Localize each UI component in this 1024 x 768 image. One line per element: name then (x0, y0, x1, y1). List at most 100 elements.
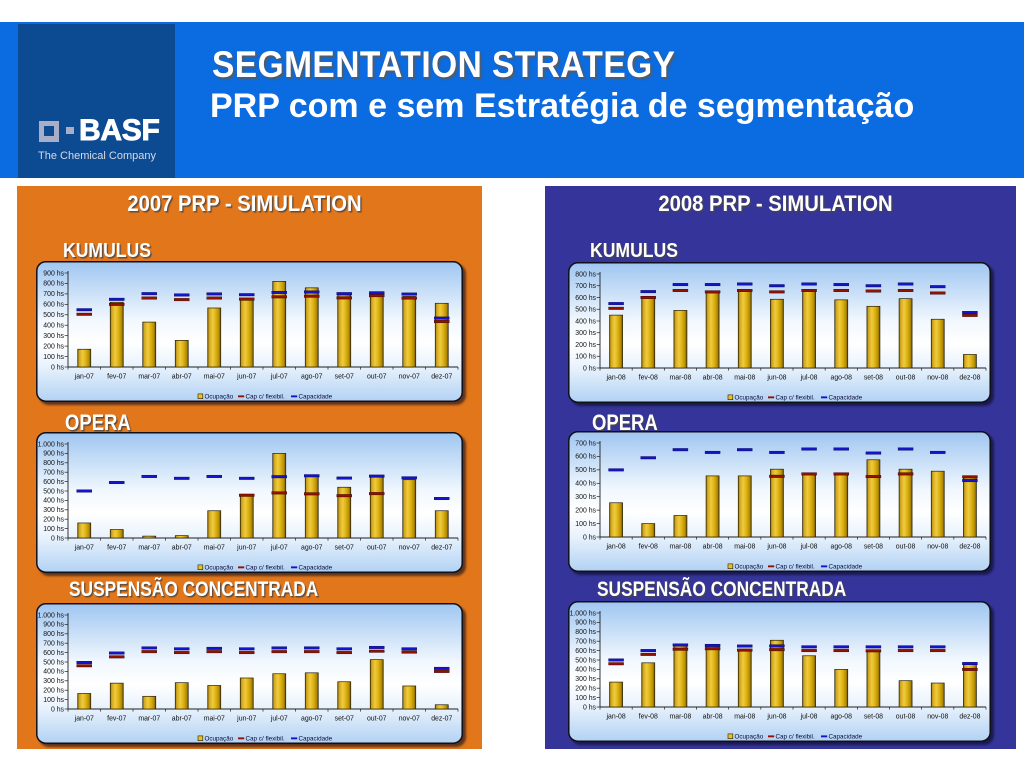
svg-text:1.000 hs: 1.000 hs (570, 610, 597, 617)
svg-text:jan-08: jan-08 (606, 714, 626, 721)
svg-text:jan-08: jan-08 (606, 544, 626, 551)
svg-text:600 hs: 600 hs (575, 295, 596, 302)
svg-text:nov-08: nov-08 (927, 544, 948, 551)
svg-text:out-07: out-07 (367, 545, 387, 552)
svg-text:500 hs: 500 hs (575, 307, 596, 314)
svg-text:set-08: set-08 (864, 375, 883, 382)
svg-text:100 hs: 100 hs (43, 526, 64, 533)
svg-text:jul-08: jul-08 (800, 375, 818, 382)
svg-text:Capacidade: Capacidade (299, 394, 333, 401)
svg-text:out-08: out-08 (896, 714, 916, 721)
svg-text:700 hs: 700 hs (43, 470, 64, 477)
svg-text:jun-07: jun-07 (236, 716, 256, 723)
svg-text:jun-07: jun-07 (236, 545, 256, 552)
svg-text:fev-08: fev-08 (639, 544, 658, 551)
svg-text:fev-08: fev-08 (639, 375, 658, 382)
svg-text:700 hs: 700 hs (575, 283, 596, 290)
svg-text:mai-07: mai-07 (204, 716, 225, 723)
svg-text:mar-08: mar-08 (670, 375, 692, 382)
svg-text:mai-08: mai-08 (734, 714, 755, 721)
svg-text:Capacidade: Capacidade (829, 564, 863, 571)
svg-text:set-07: set-07 (335, 545, 354, 552)
svg-text:800 hs: 800 hs (575, 629, 596, 636)
svg-text:jul-08: jul-08 (800, 544, 818, 551)
svg-text:300 hs: 300 hs (575, 494, 596, 501)
svg-text:200 hs: 200 hs (575, 342, 596, 349)
svg-text:800 hs: 800 hs (575, 271, 596, 278)
svg-text:jun-08: jun-08 (766, 375, 786, 382)
svg-text:300 hs: 300 hs (575, 330, 596, 337)
svg-text:set-07: set-07 (335, 374, 354, 381)
svg-text:fev-07: fev-07 (107, 374, 126, 381)
svg-text:Ocupação: Ocupação (735, 395, 764, 402)
svg-text:500 hs: 500 hs (575, 467, 596, 474)
svg-text:200 hs: 200 hs (43, 343, 64, 350)
svg-text:mar-07: mar-07 (138, 374, 160, 381)
svg-text:Ocupação: Ocupação (735, 734, 764, 741)
svg-text:jul-07: jul-07 (270, 374, 288, 381)
svg-text:mai-08: mai-08 (734, 375, 755, 382)
svg-text:jan-07: jan-07 (74, 374, 94, 381)
svg-text:Capacidade: Capacidade (829, 395, 863, 402)
svg-text:800 hs: 800 hs (43, 281, 64, 288)
svg-text:200 hs: 200 hs (575, 686, 596, 693)
svg-text:700 hs: 700 hs (43, 291, 64, 298)
svg-text:jul-07: jul-07 (270, 716, 288, 723)
svg-text:Cap c/ flexibil.: Cap c/ flexibil. (776, 734, 815, 741)
svg-text:dez-07: dez-07 (431, 545, 452, 552)
svg-text:900 hs: 900 hs (43, 451, 64, 458)
svg-text:0 hs: 0 hs (51, 706, 65, 713)
svg-text:600 hs: 600 hs (43, 302, 64, 309)
svg-text:Capacidade: Capacidade (299, 736, 333, 743)
svg-text:ago-08: ago-08 (831, 375, 853, 382)
svg-text:fev-07: fev-07 (107, 716, 126, 723)
svg-text:Ocupação: Ocupação (205, 736, 234, 743)
svg-text:ago-07: ago-07 (301, 374, 323, 381)
svg-text:mar-08: mar-08 (670, 544, 692, 551)
svg-text:700 hs: 700 hs (575, 639, 596, 646)
svg-text:Cap c/ flexibil.: Cap c/ flexibil. (246, 565, 285, 572)
svg-text:600 hs: 600 hs (575, 648, 596, 655)
svg-text:800 hs: 800 hs (43, 460, 64, 467)
svg-text:fev-07: fev-07 (107, 545, 126, 552)
svg-text:0 hs: 0 hs (583, 704, 597, 711)
svg-text:Cap c/ flexibil.: Cap c/ flexibil. (776, 564, 815, 571)
svg-text:Cap c/ flexibil.: Cap c/ flexibil. (246, 736, 285, 743)
svg-text:jan-07: jan-07 (74, 716, 94, 723)
svg-text:jan-07: jan-07 (74, 545, 94, 552)
svg-text:out-07: out-07 (367, 716, 387, 723)
svg-text:500 hs: 500 hs (43, 488, 64, 495)
svg-text:out-08: out-08 (896, 544, 916, 551)
svg-text:abr-08: abr-08 (703, 375, 723, 382)
svg-text:abr-08: abr-08 (703, 544, 723, 551)
svg-text:200 hs: 200 hs (575, 507, 596, 514)
svg-text:400 hs: 400 hs (575, 667, 596, 674)
svg-text:900 hs: 900 hs (43, 270, 64, 277)
svg-text:100 hs: 100 hs (575, 354, 596, 361)
svg-text:jun-08: jun-08 (766, 714, 786, 721)
svg-text:0 hs: 0 hs (51, 535, 65, 542)
svg-text:1.000 hs: 1.000 hs (38, 441, 65, 448)
svg-text:set-07: set-07 (335, 716, 354, 723)
svg-text:600 hs: 600 hs (575, 454, 596, 461)
svg-text:Ocupação: Ocupação (205, 394, 234, 401)
svg-text:abr-07: abr-07 (172, 545, 192, 552)
svg-text:mai-07: mai-07 (204, 545, 225, 552)
svg-text:700 hs: 700 hs (43, 641, 64, 648)
svg-text:300 hs: 300 hs (575, 676, 596, 683)
svg-text:set-08: set-08 (864, 544, 883, 551)
svg-text:nov-07: nov-07 (399, 545, 420, 552)
svg-text:jun-07: jun-07 (236, 374, 256, 381)
svg-text:800 hs: 800 hs (43, 631, 64, 638)
svg-text:jul-08: jul-08 (800, 714, 818, 721)
svg-text:600 hs: 600 hs (43, 650, 64, 657)
svg-text:mai-07: mai-07 (204, 374, 225, 381)
svg-text:abr-07: abr-07 (172, 374, 192, 381)
svg-text:100 hs: 100 hs (43, 354, 64, 361)
svg-text:abr-08: abr-08 (703, 714, 723, 721)
svg-text:mai-08: mai-08 (734, 544, 755, 551)
svg-text:set-08: set-08 (864, 714, 883, 721)
svg-text:ago-07: ago-07 (301, 545, 323, 552)
svg-text:900 hs: 900 hs (575, 620, 596, 627)
svg-text:jun-08: jun-08 (766, 544, 786, 551)
